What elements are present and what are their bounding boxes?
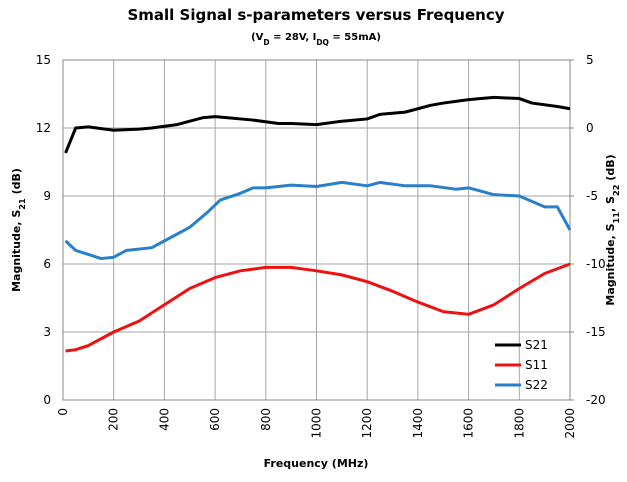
x-tick-label: 1600 — [462, 408, 476, 439]
y-tick-label: 15 — [36, 53, 51, 67]
x-tick-label: 1200 — [360, 408, 374, 439]
label-part: D — [263, 38, 269, 47]
series-line — [65, 262, 571, 353]
y-tick-label: 3 — [43, 325, 51, 339]
label-part: Magnitude, S — [604, 223, 617, 305]
label-part: 11 — [611, 212, 621, 224]
series-line — [64, 180, 572, 261]
y-tick-label: 9 — [43, 189, 51, 203]
series-line — [64, 95, 571, 154]
y2-tick-label: -20 — [586, 393, 606, 407]
legend-label: S21 — [525, 338, 548, 352]
x-tick-label: 600 — [208, 408, 222, 431]
x-tick-label: 400 — [157, 408, 171, 431]
label-part: (V — [251, 32, 264, 43]
x-tick-label: 1400 — [411, 408, 425, 439]
label-part: 22 — [611, 184, 621, 196]
legend-label: S22 — [525, 378, 548, 392]
y-tick-label: 0 — [43, 393, 51, 407]
y2-axis-label: Magnitude, S11, S22 (dB) — [604, 154, 621, 305]
x-tick-label: 2000 — [563, 408, 577, 439]
label-part: = 28V, I — [270, 32, 317, 43]
y2-tick-label: 0 — [586, 121, 594, 135]
y-tick-label: 12 — [36, 121, 51, 135]
y2-tick-label: -5 — [586, 189, 598, 203]
x-axis-label: Frequency (MHz) — [264, 457, 369, 470]
legend-label: S11 — [525, 358, 548, 372]
label-part: DQ — [316, 38, 329, 47]
chart-title: Small Signal s-parameters versus Frequen… — [127, 6, 504, 24]
y-axis-label: Magnitude, S21 (dB) — [10, 168, 27, 292]
label-part: (dB) — [10, 168, 23, 198]
chart-subtitle: (VD = 28V, IDQ = 55mA) — [251, 32, 381, 47]
label-part: (dB) — [604, 154, 617, 184]
x-tick-label: 800 — [259, 408, 273, 431]
label-part: 21 — [17, 198, 27, 210]
y-tick-label: 6 — [43, 257, 51, 271]
label-part: Magnitude, S — [10, 210, 23, 292]
label-part: = 55mA) — [329, 32, 381, 43]
x-tick-label: 1800 — [512, 408, 526, 439]
y2-tick-label: -10 — [586, 257, 606, 271]
y2-tick-label: -15 — [586, 325, 606, 339]
x-tick-label: 0 — [56, 408, 70, 416]
x-tick-label: 1000 — [310, 408, 324, 439]
label-part: , S — [604, 196, 617, 212]
y2-tick-label: 5 — [586, 53, 594, 67]
x-tick-label: 200 — [107, 408, 121, 431]
